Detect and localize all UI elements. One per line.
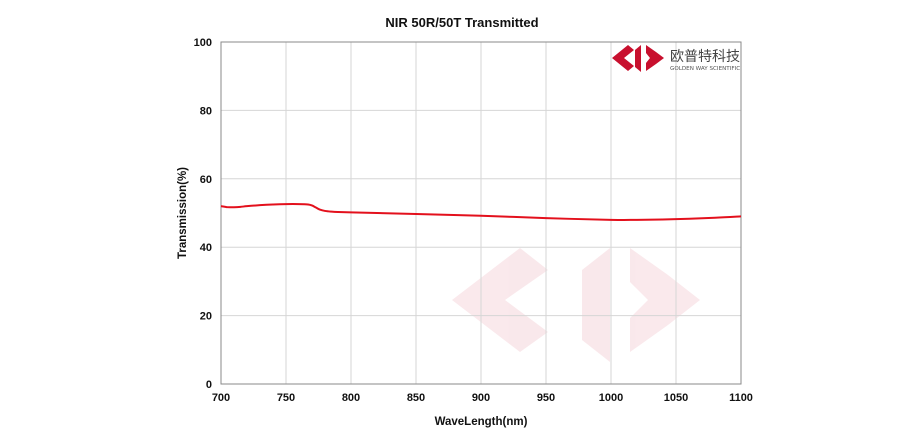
watermark-shape-left <box>452 248 548 352</box>
grid <box>221 42 741 384</box>
y-tick-label: 40 <box>200 242 212 254</box>
transmission-series-line <box>220 203 742 221</box>
logo-name-en: GOLDEN WAY SCIENTIFIC <box>670 66 740 72</box>
x-tick-label: 1000 <box>599 392 623 404</box>
y-tick-label: 80 <box>200 105 212 117</box>
x-tick-label: 800 <box>342 392 360 404</box>
y-tick-label: 20 <box>200 311 212 323</box>
x-tick-label: 900 <box>472 392 490 404</box>
plot-frame <box>220 41 742 385</box>
x-tick-label: 1050 <box>664 392 688 404</box>
y-tick-label: 0 <box>206 379 212 391</box>
logo-name-cn: 欧普特科技 <box>670 49 740 65</box>
x-tick-label: 1100 <box>729 392 753 404</box>
y-tick-label: 60 <box>200 174 212 186</box>
x-tick-label: 700 <box>212 392 230 404</box>
x-tick-label: 850 <box>407 392 425 404</box>
logo-mark-icon <box>612 45 664 72</box>
watermark-shape-middle <box>582 248 610 362</box>
series-layer <box>220 203 742 221</box>
x-tick-label: 750 <box>277 392 295 404</box>
y-axis-ticks: 0 20 40 60 80 100 <box>194 37 212 391</box>
y-tick-label: 100 <box>194 37 212 49</box>
x-axis-label: WaveLength(nm) <box>435 416 528 428</box>
watermark-shape-right <box>630 248 700 352</box>
y-axis-label: Transmission(%) <box>177 167 189 259</box>
x-axis-ticks: 700 750 800 850 900 950 1000 1050 1100 <box>212 392 753 404</box>
chart-title: NIR 50R/50T Transmitted <box>385 15 538 30</box>
watermark-logo <box>452 248 700 362</box>
x-tick-label: 950 <box>537 392 555 404</box>
company-logo: 欧普特科技 GOLDEN WAY SCIENTIFIC <box>612 45 740 72</box>
